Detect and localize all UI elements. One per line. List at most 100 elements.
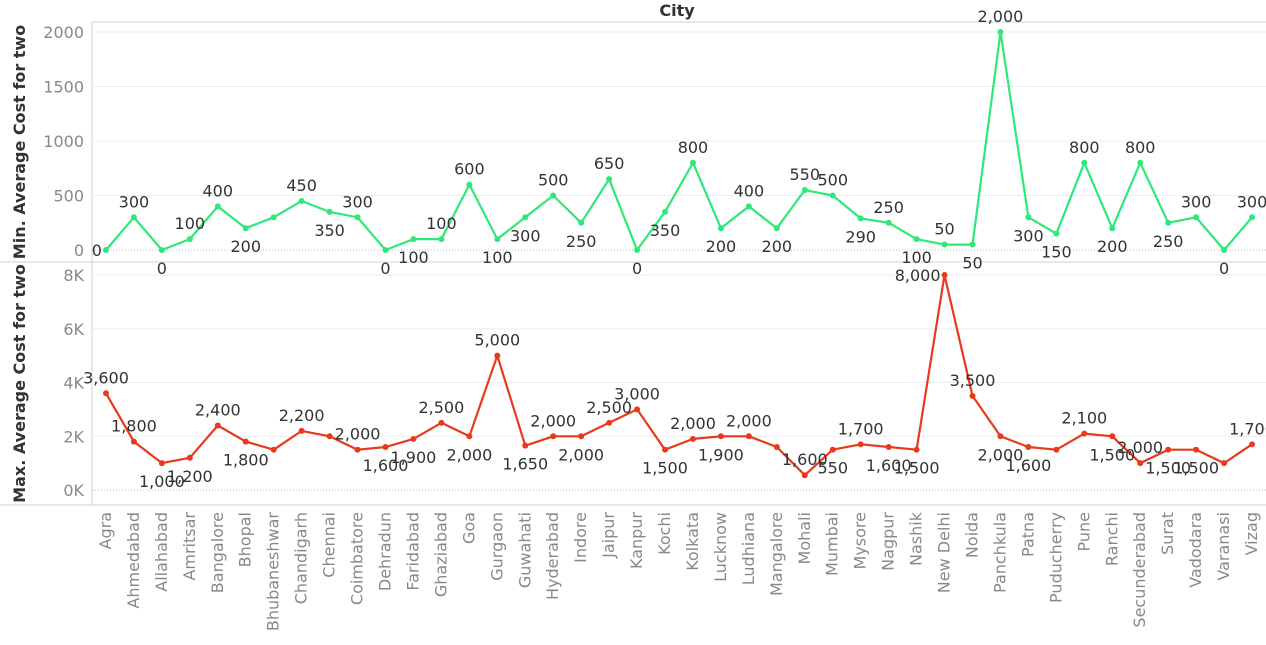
data-label: 2,400 xyxy=(195,401,241,420)
data-point xyxy=(1053,230,1060,237)
data-point xyxy=(773,225,780,232)
data-point xyxy=(606,176,613,183)
y-axis-title: Max. Average Cost for two xyxy=(10,264,29,503)
data-point xyxy=(1025,214,1032,221)
data-label: 2,000 xyxy=(335,425,381,444)
data-point xyxy=(969,241,976,248)
data-point xyxy=(438,419,445,426)
data-label: 300 xyxy=(1181,192,1212,211)
data-label: 500 xyxy=(538,171,569,190)
data-label: 550 xyxy=(817,459,848,478)
data-point xyxy=(550,433,557,440)
x-tick-label: Panchkula xyxy=(991,512,1010,593)
data-point xyxy=(242,225,249,232)
series-line xyxy=(105,30,1253,252)
data-point xyxy=(466,181,473,188)
data-label: 2,500 xyxy=(418,398,464,417)
data-point xyxy=(829,192,836,199)
x-tick-label: Kanpur xyxy=(627,512,646,569)
x-tick-label: Bhubaneshwar xyxy=(264,512,283,632)
x-tick-label: Gurgaon xyxy=(487,512,506,581)
data-label: 100 xyxy=(482,248,513,267)
data-label: 250 xyxy=(566,232,597,251)
x-tick-label: Chandigarh xyxy=(292,512,311,604)
x-tick-label: Mumbai xyxy=(823,512,842,576)
x-tick-label: Mangalore xyxy=(767,512,786,596)
data-point xyxy=(717,225,724,232)
data-label: 0 xyxy=(380,259,390,278)
data-point xyxy=(1249,441,1256,448)
x-tick-label: Coimbatore xyxy=(348,512,367,605)
x-tick-label: Mohali xyxy=(795,512,814,564)
data-label: 250 xyxy=(873,198,904,217)
data-label: 300 xyxy=(510,226,541,245)
data-point xyxy=(1081,159,1088,166)
data-point xyxy=(941,272,948,278)
data-label: 1,900 xyxy=(391,448,437,467)
data-point xyxy=(130,214,137,221)
data-point xyxy=(578,219,585,226)
x-tick-label: Faridabad xyxy=(404,512,423,591)
data-point xyxy=(606,419,613,426)
data-label: 200 xyxy=(762,237,793,256)
data-label: 450 xyxy=(286,176,317,195)
data-point xyxy=(857,441,864,448)
y-tick-label: 1000 xyxy=(43,132,84,151)
x-tick-label: Ranchi xyxy=(1102,512,1121,566)
data-label: 150 xyxy=(1041,243,1072,262)
data-label: 2,200 xyxy=(279,406,325,425)
data-point xyxy=(829,446,836,453)
data-label: 290 xyxy=(845,227,876,246)
y-tick-label: 2000 xyxy=(43,23,84,42)
data-label: 1,500 xyxy=(1173,459,1219,478)
data-point xyxy=(662,446,669,453)
data-point xyxy=(522,214,529,221)
data-label: 1,000 xyxy=(139,472,185,491)
x-tick-label: Bhopal xyxy=(236,512,255,567)
data-label: 3,600 xyxy=(83,368,129,387)
data-label: 0 xyxy=(92,241,102,260)
data-label: 200 xyxy=(230,237,261,256)
data-point xyxy=(1165,446,1172,453)
y-tick-label: 1500 xyxy=(43,78,84,97)
data-point xyxy=(550,192,557,199)
data-point xyxy=(689,159,696,166)
data-point xyxy=(270,214,277,221)
data-point xyxy=(326,433,333,440)
data-point xyxy=(801,472,808,479)
x-tick-label: Amritsar xyxy=(180,512,199,581)
x-tick-label: Vadodara xyxy=(1186,512,1205,588)
data-point xyxy=(158,460,165,467)
data-label: 400 xyxy=(203,181,234,200)
x-tick-label: Ahmedabad xyxy=(124,512,143,609)
data-point xyxy=(801,187,808,194)
data-point xyxy=(913,236,920,243)
y-tick-label: 8K xyxy=(63,266,84,285)
data-point xyxy=(689,435,696,442)
data-point xyxy=(941,241,948,248)
y-tick-label: 0K xyxy=(63,481,84,500)
data-label: 100 xyxy=(398,248,429,267)
data-point xyxy=(186,236,193,243)
x-tick-label: Hyderabad xyxy=(543,512,562,600)
x-tick-label: Secunderabad xyxy=(1130,512,1149,628)
data-point xyxy=(885,219,892,226)
x-tick-label: Dehradun xyxy=(376,512,395,591)
data-point xyxy=(1193,446,1200,453)
data-label: 2,500 xyxy=(586,398,632,417)
data-label: 2,000 xyxy=(530,411,576,430)
data-point xyxy=(1109,225,1116,232)
x-tick-label: Vizag xyxy=(1242,512,1261,555)
x-tick-label: Indore xyxy=(571,512,590,563)
data-point xyxy=(1137,460,1144,467)
data-label: 800 xyxy=(1069,138,1100,157)
x-tick-label: Lucknow xyxy=(711,512,730,582)
x-tick-label: Kochi xyxy=(655,512,674,555)
data-label: 50 xyxy=(962,254,982,273)
data-point xyxy=(997,433,1004,440)
data-label: 0 xyxy=(157,259,167,278)
data-label: 1,500 xyxy=(894,459,940,478)
x-tick-label: Kolkata xyxy=(683,512,702,571)
chart-title: City xyxy=(659,1,695,20)
